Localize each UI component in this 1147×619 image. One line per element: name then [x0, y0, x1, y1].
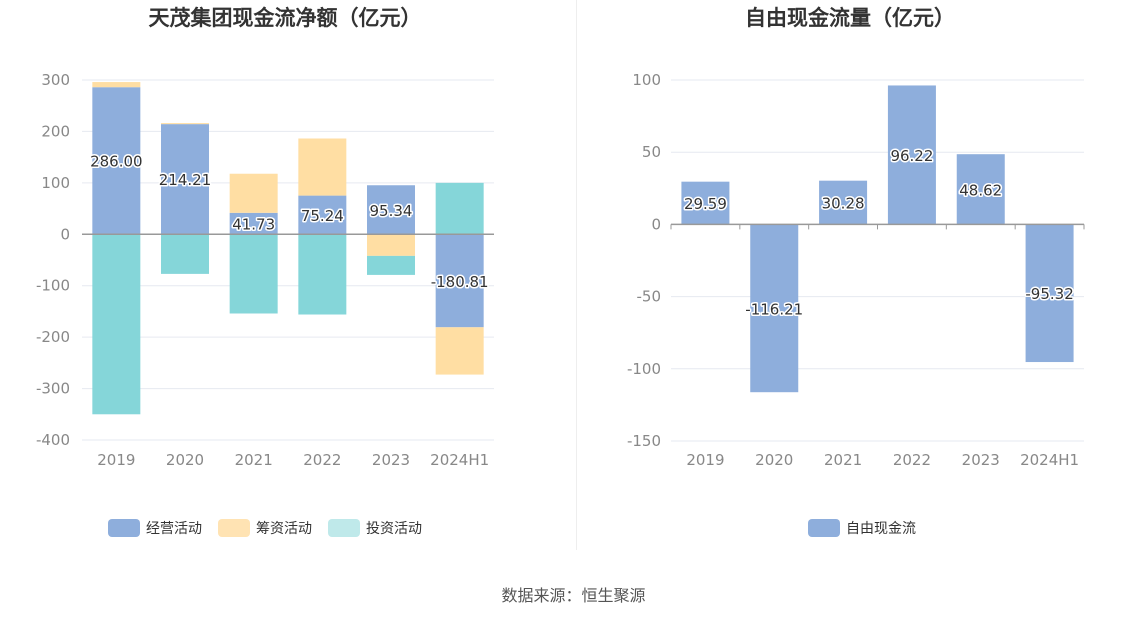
data-source-note: 数据来源：恒生聚源: [501, 586, 646, 605]
right-data-label: 29.59: [684, 195, 727, 213]
legend-item-operating[interactable]: 经营活动: [108, 518, 202, 538]
left-data-label: 214.21: [159, 171, 212, 189]
right-data-label: -116.21: [745, 300, 803, 318]
right-x-tick-label: 2021: [824, 451, 862, 469]
left-bar-primary[interactable]: [435, 234, 484, 328]
left-bar-series1[interactable]: [435, 327, 484, 375]
right-x-tick-label: 2022: [893, 451, 931, 469]
left-bar-primary[interactable]: [367, 185, 415, 235]
right-x-tick-label: 2020: [755, 451, 793, 469]
right-data-label: 30.28: [822, 195, 865, 213]
left-y-tick-label: 300: [41, 71, 70, 89]
right-data-label: 96.22: [890, 147, 933, 165]
left-chart-title: 天茂集团现金流净额（亿元）: [148, 6, 422, 30]
right-chart-title: 自由现金流量（亿元）: [745, 6, 955, 30]
left-x-tick-label: 2022: [303, 451, 341, 469]
left-data-label: -180.81: [431, 273, 489, 291]
left-x-tick-label: 2023: [372, 451, 410, 469]
legend-label-free-cash-flow: 自由现金流: [846, 521, 916, 537]
right-y-tick-label: 100: [632, 71, 661, 89]
left-data-label: 286.00: [90, 153, 143, 171]
left-y-tick-label: -200: [36, 328, 70, 346]
left-bar-series1[interactable]: [367, 234, 415, 256]
left-bar-primary[interactable]: [229, 212, 278, 235]
legend-swatch-operating: [108, 519, 140, 537]
right-bar-primary[interactable]: [887, 85, 936, 225]
left-bar-series2[interactable]: [298, 234, 347, 315]
left-x-tick-label: 2021: [235, 451, 273, 469]
left-bar-series2[interactable]: [367, 255, 415, 275]
right-x-tick-label: 2024H1: [1020, 451, 1079, 469]
right-y-tick-label: 50: [642, 143, 661, 161]
right-data-label: -95.32: [1025, 285, 1073, 303]
left-legend: 经营活动 筹资活动 投资活动: [108, 518, 438, 538]
right-bar-primary[interactable]: [750, 224, 799, 393]
left-bar-primary[interactable]: [92, 87, 141, 235]
legend-swatch-investing: [328, 519, 360, 537]
left-x-tick-label: 2024H1: [430, 451, 489, 469]
right-y-tick-label: -50: [637, 288, 662, 306]
legend-item-financing[interactable]: 筹资活动: [218, 518, 312, 538]
left-x-tick-label: 2020: [166, 451, 204, 469]
cash-flow-net-chart: 300 200 100 0 -100 -200 -300 -400 286.00 214.21 41…: [36, 71, 494, 469]
left-x-tick-label: 2019: [97, 451, 135, 469]
right-data-label: 48.62: [959, 181, 1002, 199]
left-data-label: 75.24: [301, 207, 344, 225]
right-x-tick-label: 2019: [686, 451, 724, 469]
legend-label-investing: 投资活动: [366, 521, 422, 537]
left-y-tick-label: 0: [60, 225, 70, 243]
right-y-tick-label: 0: [651, 215, 661, 233]
left-y-tick-label: -100: [36, 277, 70, 295]
right-bar-primary[interactable]: [956, 154, 1005, 225]
left-bar-series2[interactable]: [92, 234, 141, 415]
left-bar-series1[interactable]: [298, 138, 347, 196]
right-bar-primary[interactable]: [1025, 224, 1074, 363]
legend-swatch-free-cash-flow: [808, 519, 840, 537]
free-cash-flow-chart: 100 50 0 -50 -100 -150 29.59 -116.21 30.28 96.22 4…: [627, 71, 1085, 469]
legend-swatch-financing: [218, 519, 250, 537]
right-y-tick-label: -100: [627, 360, 661, 378]
left-bar-series2[interactable]: [161, 234, 209, 274]
left-bar-series2[interactable]: [435, 182, 484, 235]
left-bar-primary[interactable]: [298, 195, 347, 235]
left-bar-series1[interactable]: [92, 82, 141, 88]
left-bar-primary[interactable]: [161, 124, 209, 235]
left-y-tick-label: 100: [41, 174, 70, 192]
left-data-label: 95.34: [370, 202, 413, 220]
left-y-tick-label: 200: [41, 122, 70, 140]
panel-divider: [576, 0, 577, 550]
right-bar-primary[interactable]: [819, 180, 868, 225]
left-y-tick-label: -300: [36, 380, 70, 398]
right-y-tick-label: -150: [627, 432, 661, 450]
right-x-tick-label: 2023: [962, 451, 1000, 469]
right-legend: 自由现金流: [808, 518, 932, 538]
right-bar-primary[interactable]: [681, 181, 730, 225]
left-y-tick-label: -400: [36, 431, 70, 449]
left-bar-series1[interactable]: [229, 173, 278, 213]
left-data-label: 41.73: [232, 216, 275, 234]
left-bar-series1[interactable]: [161, 123, 209, 125]
left-bar-series2[interactable]: [229, 234, 278, 314]
legend-item-free-cash-flow[interactable]: 自由现金流: [808, 518, 916, 538]
legend-label-operating: 经营活动: [146, 521, 202, 537]
legend-item-investing[interactable]: 投资活动: [328, 518, 422, 538]
legend-label-financing: 筹资活动: [256, 521, 312, 537]
